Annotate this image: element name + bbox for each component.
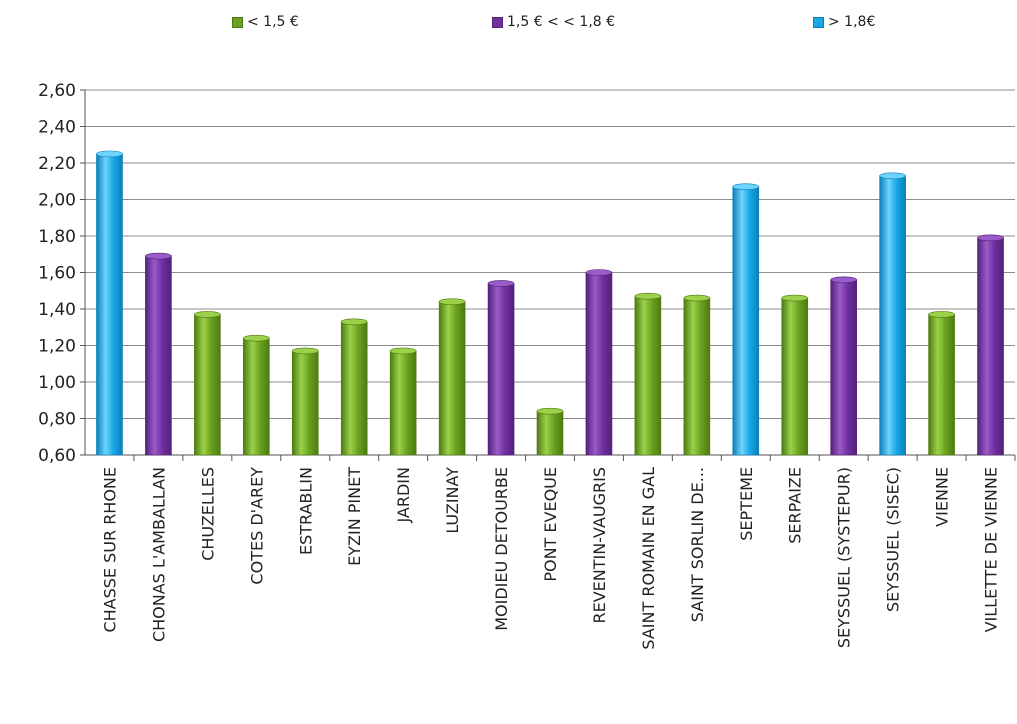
- y-tick-label: 0,60: [38, 446, 76, 466]
- bar: [585, 272, 613, 456]
- bar-cap: [389, 347, 417, 355]
- bar: [194, 314, 221, 456]
- x-category-label: MOIDIEU DETOURBE: [492, 467, 511, 631]
- bar: [291, 350, 319, 456]
- bar-cap: [732, 183, 760, 191]
- x-category-labels: CHASSE SUR RHONE CHONAS L'AMBALLAN CHUZELL…: [100, 467, 1000, 650]
- bar-cap: [145, 252, 172, 260]
- x-category-label: SAINT SORLIN DE...: [688, 467, 707, 622]
- legend-item-high: > 1,8€: [813, 14, 875, 30]
- bar: [830, 279, 857, 456]
- legend-item-mid: 1,5 € < < 1,8 €: [492, 14, 615, 30]
- legend-label-mid: 1,5 € < < 1,8 €: [507, 14, 616, 30]
- axes: [80, 89, 1016, 461]
- bar-cap: [487, 280, 515, 287]
- bar: [634, 295, 662, 456]
- bar: [438, 301, 466, 456]
- y-tick-labels: 0,60 0,80 1,00 1,20 1,40 1,60 1,80 2,00 2,20 2,40…: [38, 81, 76, 466]
- x-category-label: JARDIN: [394, 467, 413, 524]
- bar: [340, 321, 368, 456]
- bar-cap: [977, 234, 1004, 242]
- y-tick-label: 2,00: [38, 191, 76, 211]
- legend-swatch-mid: [492, 16, 503, 28]
- bar-cap: [830, 276, 857, 284]
- bar: [96, 153, 123, 456]
- x-category-label: CHUZELLES: [198, 467, 217, 561]
- x-category-label: EYZIN PINET: [345, 467, 364, 566]
- bar-cap: [96, 150, 123, 158]
- bar-cap: [438, 298, 466, 306]
- x-category-label: SEYSSUEL (SYSTEPUR): [835, 467, 854, 648]
- bar-cap: [194, 311, 221, 318]
- x-category-label: SEPTEME: [737, 467, 756, 541]
- x-category-label: REVENTIN-VAUGRIS: [590, 467, 609, 624]
- bar: [683, 297, 711, 456]
- y-tick-label: 1,60: [38, 264, 76, 284]
- x-category-label: LUZINAY: [443, 467, 462, 534]
- bar: [243, 337, 270, 456]
- x-category-label: ESTRABLIN: [296, 467, 315, 555]
- y-tick-label: 2,20: [38, 154, 76, 174]
- legend-label-low: < 1,5 €: [247, 14, 299, 30]
- x-category-label: SEYSSUEL (SISEC): [884, 467, 903, 612]
- x-category-label: VILLETTE DE VIENNE: [982, 467, 1001, 632]
- bar-cap: [879, 172, 906, 180]
- x-category-label: COTES D'AREY: [247, 467, 266, 585]
- bar: [977, 237, 1004, 456]
- bar: [879, 175, 906, 456]
- bar-cap: [291, 347, 319, 355]
- legend-item-low: < 1,5 €: [232, 14, 299, 30]
- x-category-label: PONT EVEQUE: [541, 467, 560, 582]
- bar: [781, 297, 809, 456]
- legend: < 1,5 € 1,5 € < < 1,8 € > 1,8€: [0, 14, 1017, 34]
- y-tick-label: 1,20: [38, 337, 76, 357]
- y-tick-label: 1,40: [38, 300, 76, 320]
- gridlines: [85, 89, 1015, 456]
- y-tick-label: 2,40: [38, 118, 76, 138]
- bar-cap: [536, 407, 564, 415]
- bar-cap: [340, 318, 368, 326]
- bar: [145, 255, 172, 456]
- legend-swatch-low: [232, 16, 243, 28]
- bars: [96, 150, 1004, 456]
- bar-cap: [585, 269, 613, 276]
- bar: [732, 186, 760, 456]
- x-category-label: VIENNE: [933, 467, 952, 527]
- bar: [487, 283, 515, 456]
- bar: [928, 314, 955, 456]
- bar-cap: [781, 294, 809, 302]
- x-category-label: CHASSE SUR RHONE: [100, 467, 119, 633]
- bar-cap: [683, 294, 711, 302]
- x-category-label: SAINT ROMAIN EN GAL: [639, 467, 658, 650]
- bar-cap: [243, 334, 270, 342]
- legend-swatch-high: [813, 16, 824, 28]
- bar-cap: [928, 311, 955, 318]
- bar: [536, 410, 564, 456]
- bar-cap: [634, 292, 662, 300]
- y-tick-label: 1,00: [38, 373, 76, 393]
- y-tick-label: 0,80: [38, 410, 76, 430]
- bar: [389, 350, 417, 456]
- y-tick-label: 2,60: [38, 81, 76, 101]
- x-category-label: SERPAIZE: [786, 467, 805, 544]
- legend-label-high: > 1,8€: [828, 14, 876, 30]
- x-category-label: CHONAS L'AMBALLAN: [149, 467, 168, 642]
- y-tick-label: 1,80: [38, 227, 76, 247]
